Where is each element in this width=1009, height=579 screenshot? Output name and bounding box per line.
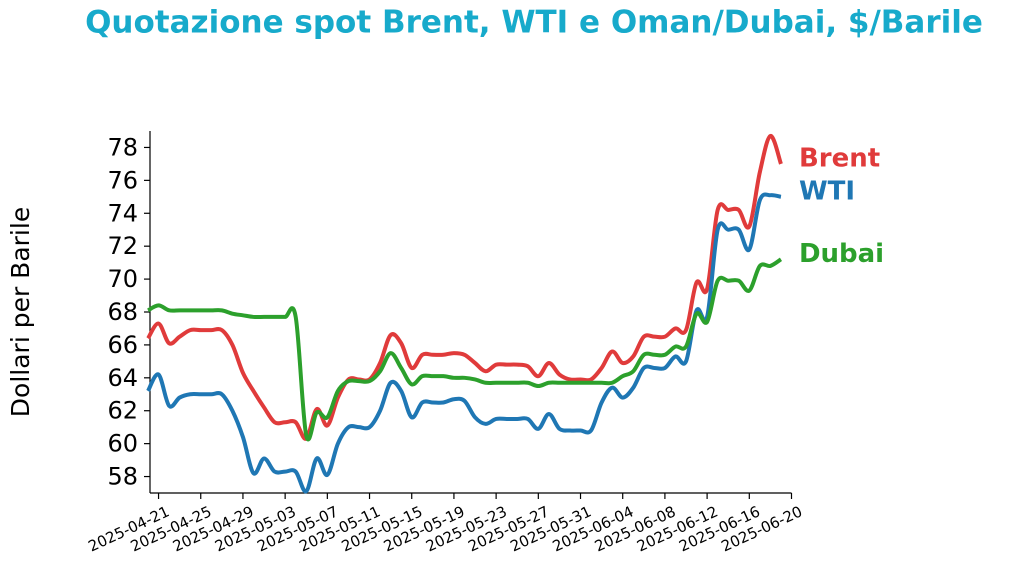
y-tick-label: 68 [107,298,138,326]
y-tick-label: 74 [107,199,138,227]
series-label: WTI [799,176,855,206]
y-tick-label: 70 [107,265,138,293]
y-tick-label: 62 [107,397,138,425]
y-tick-label: 58 [107,463,138,491]
series-line [146,192,782,494]
y-tick-label: 78 [107,133,138,161]
y-tick-label: 76 [107,166,138,194]
series-line [147,257,783,442]
series-line [146,133,783,441]
series-label: Brent [799,143,880,173]
y-axis-label: Dollari per Barile [6,207,35,417]
y-tick-label: 64 [107,364,138,392]
y-tick-label: 72 [107,232,138,260]
chart-title: Quotazione spot Brent, WTI e Oman/Dubai,… [85,5,983,41]
y-tick-label: 60 [107,430,138,458]
y-tick-label: 66 [107,331,138,359]
series-label: Dubai [799,239,884,269]
